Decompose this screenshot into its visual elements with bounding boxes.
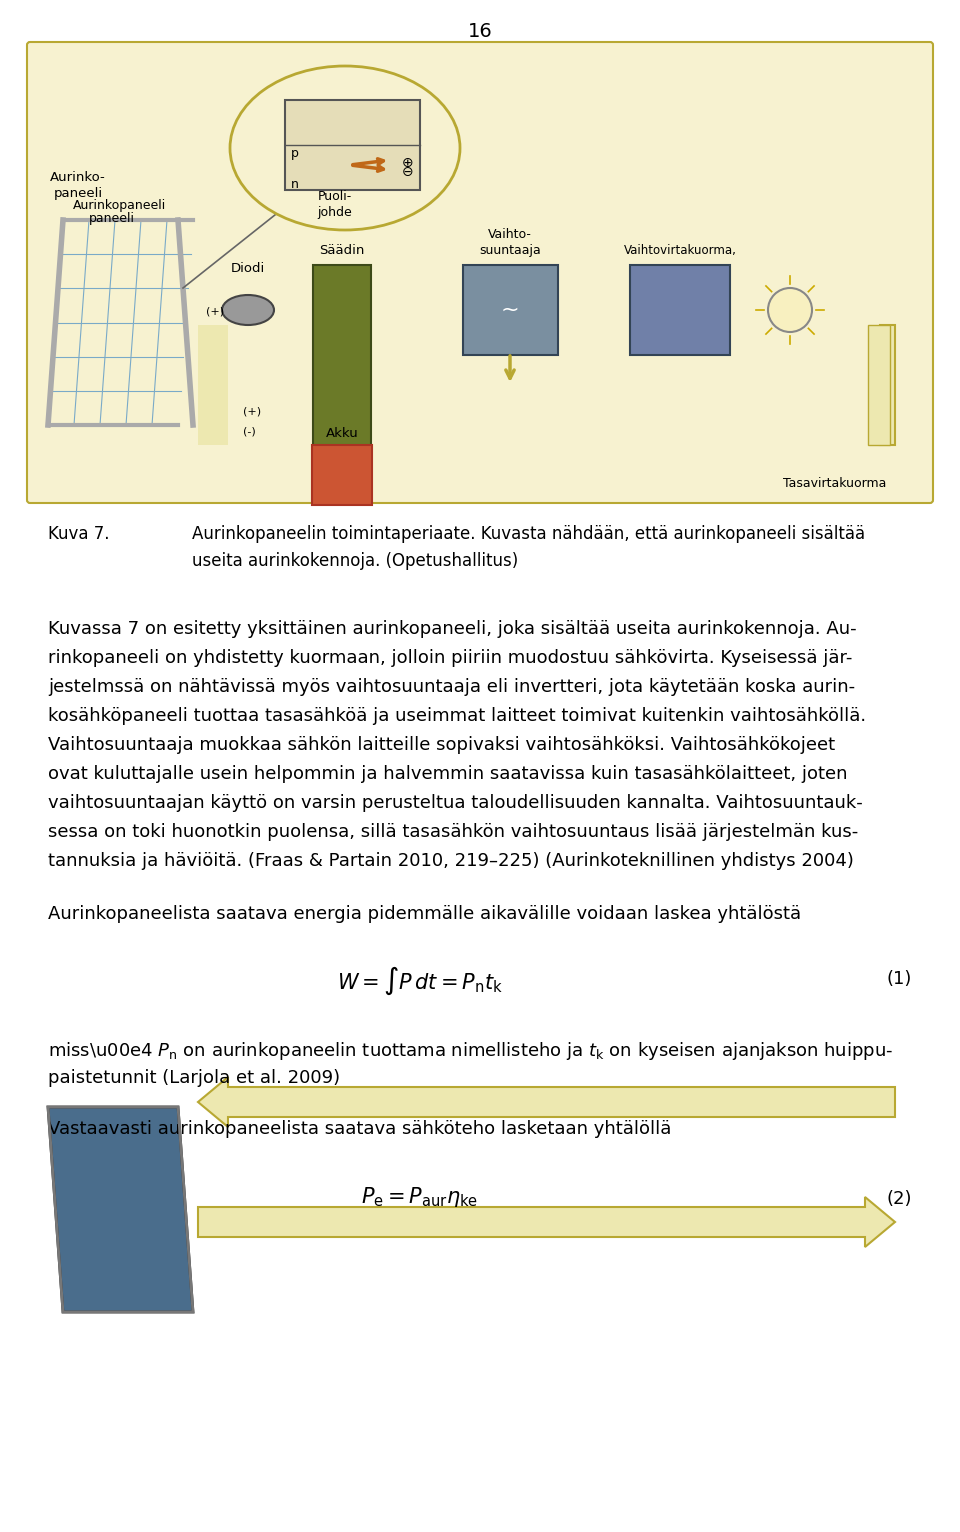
Text: p: p xyxy=(291,147,299,159)
Text: Diodi: Diodi xyxy=(230,262,265,276)
Text: jestelmssä on nähtävissä myös vaihtosuuntaaja eli invertteri, jota käytetään kos: jestelmssä on nähtävissä myös vaihtosuun… xyxy=(48,679,855,696)
Text: (+): (+) xyxy=(243,408,261,417)
Polygon shape xyxy=(48,1108,193,1311)
FancyBboxPatch shape xyxy=(27,41,933,502)
Text: Säädin: Säädin xyxy=(320,244,365,257)
Ellipse shape xyxy=(230,66,460,230)
Text: (1): (1) xyxy=(887,970,912,988)
Bar xyxy=(868,325,890,444)
Text: Aurinkopaneelista saatava energia pidemmälle aikavälille voidaan laskea yhtälöst: Aurinkopaneelista saatava energia pidemm… xyxy=(48,905,802,922)
Text: Puoli-
johde: Puoli- johde xyxy=(318,190,352,219)
Bar xyxy=(630,265,730,355)
Text: paneeli: paneeli xyxy=(89,211,135,225)
Circle shape xyxy=(768,288,812,332)
Ellipse shape xyxy=(222,296,274,325)
Text: Tasavirtakuorma: Tasavirtakuorma xyxy=(783,476,887,490)
Bar xyxy=(313,265,371,450)
Text: Aurinkopaneelin toimintaperiaate. Kuvasta nähdään, että aurinkopaneeli sisältää
: Aurinkopaneelin toimintaperiaate. Kuvast… xyxy=(192,525,865,570)
Text: Vaihtosuuntaaja muokkaa sähkön laitteille sopivaksi vaihtosähköksi. Vaihtosähkök: Vaihtosuuntaaja muokkaa sähkön laitteill… xyxy=(48,735,835,754)
Text: Aurinkopaneeli: Aurinkopaneeli xyxy=(73,199,167,211)
Text: (+): (+) xyxy=(206,306,224,317)
Text: Kuva 7.: Kuva 7. xyxy=(48,525,109,542)
Text: tannuksia ja häviöitä. (Fraas & Partain 2010, 219–225) (Aurinkoteknillinen yhdis: tannuksia ja häviöitä. (Fraas & Partain … xyxy=(48,852,853,870)
Bar xyxy=(880,325,895,444)
Bar xyxy=(198,325,228,444)
Text: Kuvassa 7 on esitetty yksittäinen aurinkopaneeli, joka sisältää useita aurinkoke: Kuvassa 7 on esitetty yksittäinen aurink… xyxy=(48,620,856,637)
Text: rinkopaneeli on yhdistetty kuormaan, jolloin piiriin muodostuu sähkövirta. Kysei: rinkopaneeli on yhdistetty kuormaan, jol… xyxy=(48,650,852,666)
Polygon shape xyxy=(198,1077,895,1128)
Bar xyxy=(312,444,372,506)
Text: vaihtosuuntaajan käyttö on varsin perusteltua taloudellisuuden kannalta. Vaihtos: vaihtosuuntaajan käyttö on varsin perust… xyxy=(48,794,863,812)
Text: miss\u00e4 $P_{\rm n}$ on aurinkopaneelin tuottama nimellisteho ja $t_{\rm k}$ o: miss\u00e4 $P_{\rm n}$ on aurinkopaneeli… xyxy=(48,1040,893,1062)
Text: paistetunnit (Larjola et al. 2009): paistetunnit (Larjola et al. 2009) xyxy=(48,1069,340,1088)
Text: Vaihto-
suuntaaja: Vaihto- suuntaaja xyxy=(479,228,540,257)
Text: sessa on toki huonotkin puolensa, sillä tasasähkön vaihtosuuntaus lisää järjeste: sessa on toki huonotkin puolensa, sillä … xyxy=(48,823,858,841)
Text: $W = \int P\,dt = P_{\rm n}t_{\rm k}$: $W = \int P\,dt = P_{\rm n}t_{\rm k}$ xyxy=(337,965,503,997)
Text: n: n xyxy=(291,178,299,192)
Text: Vastaavasti aurinkopaneelista saatava sähköteho lasketaan yhtälöllä: Vastaavasti aurinkopaneelista saatava sä… xyxy=(48,1120,671,1138)
Text: 16: 16 xyxy=(468,21,492,41)
Text: ⊕: ⊕ xyxy=(402,156,414,170)
Text: kosähköpaneeli tuottaa tasasähköä ja useimmat laitteet toimivat kuitenkin vaihto: kosähköpaneeli tuottaa tasasähköä ja use… xyxy=(48,706,866,725)
Text: (-): (-) xyxy=(243,427,255,437)
Text: Akku: Akku xyxy=(325,427,358,440)
Polygon shape xyxy=(198,1196,895,1247)
Text: $P_{\rm e} = P_{\rm aur}\eta_{\rm ke}$: $P_{\rm e} = P_{\rm aur}\eta_{\rm ke}$ xyxy=(361,1184,479,1209)
Bar xyxy=(285,100,420,190)
Text: Aurinko-
paneeli: Aurinko- paneeli xyxy=(50,172,106,201)
Bar xyxy=(463,265,558,355)
Text: (2): (2) xyxy=(886,1190,912,1209)
Text: ⊖: ⊖ xyxy=(402,165,414,179)
Text: ovat kuluttajalle usein helpommin ja halvemmin saatavissa kuin tasasähkölaitteet: ovat kuluttajalle usein helpommin ja hal… xyxy=(48,764,848,783)
Text: Vaihtovirtakuorma,: Vaihtovirtakuorma, xyxy=(624,244,736,257)
Text: ~: ~ xyxy=(501,300,519,320)
